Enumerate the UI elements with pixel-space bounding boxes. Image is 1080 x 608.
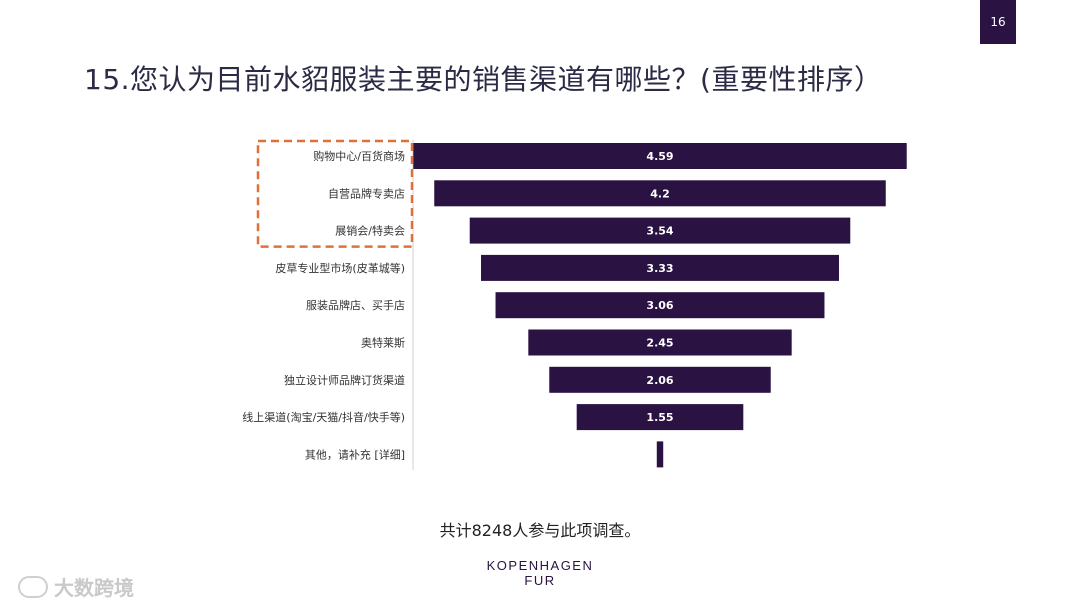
category-label: 独立设计师品牌订货渠道 (284, 373, 405, 387)
bar-value-label: 4.59 (646, 150, 673, 163)
category-label: 购物中心/百货商场 (313, 149, 405, 163)
logo-line-2: FUR (524, 573, 556, 588)
logo-line-1: KOPENHAGEN (486, 558, 594, 573)
bar (481, 254, 839, 281)
category-label: 自营品牌专卖店 (328, 186, 405, 200)
page-title: 15.您认为目前水貂服装主要的销售渠道有哪些？(重要性排序） (84, 63, 883, 96)
bar (656, 441, 664, 468)
bar-value-label: 2.45 (646, 337, 673, 350)
dakuajing-logo-icon (18, 575, 48, 598)
bar-value-label: 3.54 (646, 225, 673, 238)
bar-value-label: 1.55 (646, 411, 673, 424)
category-label: 展销会/特卖会 (335, 224, 405, 238)
survey-footnote: 共计8248人参与此项调查。 (439, 521, 641, 540)
category-label: 其他，请补充 [详细] (305, 447, 405, 461)
watermark: 大数跨境 (18, 572, 134, 601)
bar-value-label: 4.2 (650, 187, 670, 200)
bar (549, 366, 771, 393)
category-label: 皮草专业型市场(皮革城等) (275, 261, 405, 275)
category-label: 服装品牌店、买手店 (306, 298, 405, 312)
category-label: 线上渠道(淘宝/天猫/抖音/快手等) (242, 410, 405, 424)
watermark-text: 大数跨境 (54, 576, 134, 600)
bar-value-label: 2.06 (646, 374, 673, 387)
bar-value-label: 3.06 (646, 299, 673, 312)
bar (528, 329, 792, 356)
bar-value-label: 3.33 (646, 262, 673, 275)
bar (469, 217, 851, 244)
bar (576, 404, 744, 431)
kopenhagen-fur-logo: KOPENHAGEN FUR (0, 558, 1080, 588)
bar (413, 143, 907, 169)
category-label: 奥特莱斯 (361, 336, 405, 350)
bar (434, 180, 886, 207)
bar (495, 292, 825, 319)
page-number: 16 (980, 0, 1016, 44)
